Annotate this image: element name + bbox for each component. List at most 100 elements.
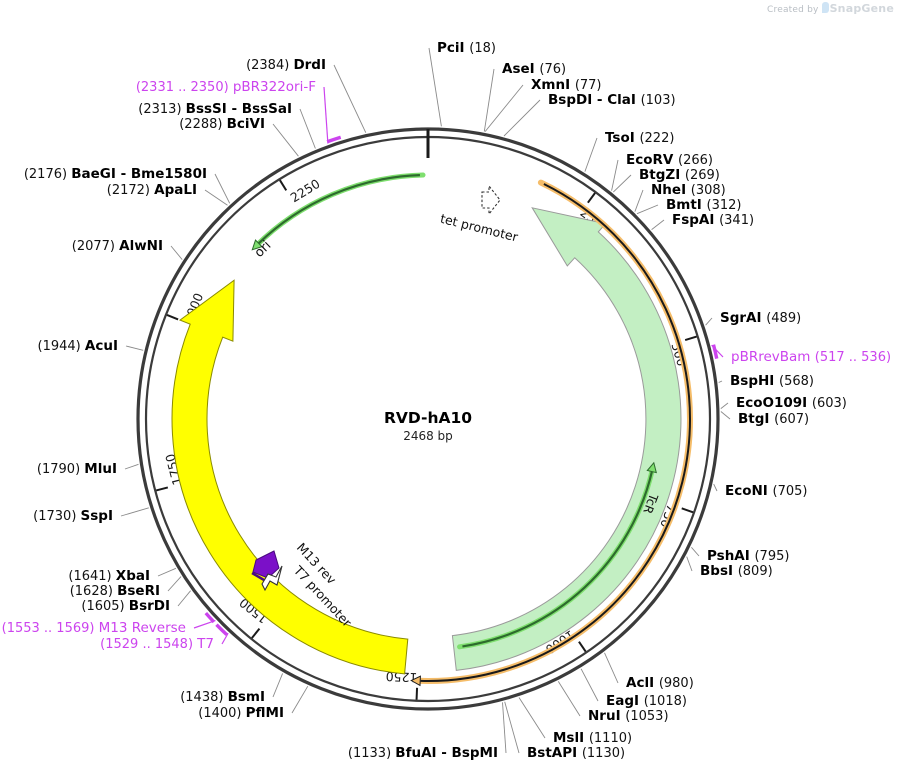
- leader-line: [612, 174, 632, 193]
- leader-line: [713, 483, 718, 492]
- label-text: (2331 .. 2350) pBR322ori-F: [136, 79, 316, 95]
- label-text: AclI (980): [626, 675, 694, 691]
- leader-line: [323, 86, 329, 144]
- leader-line: [428, 47, 442, 127]
- label-text: EagI (1018): [606, 693, 687, 709]
- primer-label[interactable]: pBRrevBam (517 .. 536): [731, 349, 891, 365]
- primer-label[interactable]: (2331 .. 2350) pBR322ori-F: [136, 79, 316, 95]
- feature-tet-promoter[interactable]: tet promoter: [439, 184, 521, 245]
- restriction-site-label[interactable]: SgrAI (489): [720, 310, 801, 326]
- feature-label-tet-promoter: tet promoter: [439, 211, 521, 245]
- restriction-site-label[interactable]: BtgI (607): [738, 411, 809, 427]
- primer-marker[interactable]: [204, 611, 216, 624]
- restriction-site-label[interactable]: EcoO109I (603): [736, 395, 847, 411]
- restriction-site-label[interactable]: EcoRV (266): [626, 152, 713, 168]
- snapgene-watermark: Created by SnapGene: [767, 2, 894, 15]
- restriction-site-label[interactable]: XmnI (77): [531, 77, 602, 93]
- label-text: (2077) AlwNI: [72, 238, 163, 254]
- restriction-site-label[interactable]: (1641) XbaI: [68, 568, 150, 584]
- feature-m13-rev[interactable]: [251, 550, 280, 582]
- restriction-site-label[interactable]: (2313) BssSI - BssSaI: [138, 101, 292, 117]
- restriction-site-label[interactable]: (2384) DrdI: [246, 57, 326, 73]
- label-text: (1438) BsmI: [180, 689, 265, 705]
- restriction-site-label[interactable]: (1628) BseRI: [70, 583, 160, 599]
- restriction-site-label[interactable]: (1438) BsmI: [180, 689, 265, 705]
- restriction-site-label[interactable]: (2176) BaeGI - Bme1580I: [24, 166, 207, 182]
- leader-line-layer: [120, 47, 731, 754]
- leader-line: [584, 137, 598, 172]
- leader-line: [167, 576, 182, 592]
- restriction-site-label[interactable]: BbsI (809): [700, 563, 773, 579]
- restriction-site-label[interactable]: (1944) AcuI: [38, 338, 118, 354]
- restriction-site-label[interactable]: PshAI (795): [707, 548, 789, 564]
- restriction-site-label[interactable]: EagI (1018): [606, 693, 687, 709]
- leader-line: [333, 64, 367, 133]
- restriction-site-label[interactable]: (1730) SspI: [33, 508, 113, 524]
- label-text: (1628) BseRI: [70, 583, 160, 599]
- leader-line: [611, 159, 619, 191]
- label-text: SgrAI (489): [720, 310, 801, 326]
- snapgene-leaf-icon: [821, 2, 829, 13]
- restriction-site-label[interactable]: FspAI (341): [672, 212, 754, 228]
- leader-line: [124, 463, 139, 470]
- leader-line: [686, 556, 693, 572]
- t7-promoter-arrow-icon: [261, 565, 283, 592]
- restriction-site-label[interactable]: TsoI (222): [605, 130, 674, 146]
- m13-rev-arrow-icon: [252, 550, 280, 579]
- restriction-site-label[interactable]: AseI (76): [502, 61, 566, 77]
- leader-line: [720, 402, 729, 409]
- label-text: pBRrevBam (517 .. 536): [731, 349, 891, 365]
- label-text: FspAI (341): [672, 212, 754, 228]
- label-text: (2176) BaeGI - Bme1580I: [24, 166, 207, 182]
- watermark-brand: SnapGene: [829, 2, 894, 15]
- label-text: (1605) BsrDI: [81, 598, 170, 614]
- leader-line: [170, 245, 183, 260]
- label-text: (2172) ApaLI: [107, 182, 197, 198]
- leader-line: [711, 344, 724, 358]
- restriction-site-label[interactable]: (1605) BsrDI: [81, 598, 170, 614]
- label-text: AseI (76): [502, 61, 566, 77]
- restriction-site-label[interactable]: AclI (980): [626, 675, 694, 691]
- primer-label[interactable]: (1553 .. 1569) M13 Reverse: [2, 620, 186, 636]
- restriction-site-label[interactable]: EcoNI (705): [725, 483, 808, 499]
- restriction-site-label[interactable]: (2172) ApaLI: [107, 182, 197, 198]
- leader-line: [177, 590, 191, 607]
- watermark-prefix: Created by: [767, 5, 819, 15]
- label-text: EcoNI (705): [725, 483, 808, 499]
- restriction-site-label[interactable]: (2288) BciVI: [179, 116, 265, 132]
- restriction-site-label[interactable]: (1400) PflMI: [198, 705, 284, 721]
- restriction-site-label[interactable]: (1790) MluI: [37, 461, 117, 477]
- restriction-site-label[interactable]: BmtI (312): [666, 197, 742, 213]
- primer-marker[interactable]: [711, 344, 719, 359]
- leader-line: [503, 99, 541, 137]
- leader-line: [214, 173, 231, 204]
- restriction-site-label[interactable]: (2077) AlwNI: [72, 238, 163, 254]
- leader-line: [272, 123, 299, 157]
- restriction-site-label[interactable]: NruI (1053): [588, 708, 669, 724]
- label-text: (1790) MluI: [37, 461, 117, 477]
- leader-line: [502, 702, 507, 754]
- site-label-layer: (2384) DrdI (2331 .. 2350) pBR322ori-F (23…: [2, 40, 891, 761]
- leader-line: [291, 685, 309, 714]
- leader-line: [720, 411, 731, 420]
- primer-label[interactable]: (1529 .. 1548) T7: [100, 636, 214, 652]
- restriction-site-label[interactable]: NheI (308): [651, 182, 726, 198]
- feature-orange-arc: [410, 179, 693, 687]
- label-text: PciI (18): [437, 40, 496, 56]
- label-text: XmnI (77): [531, 77, 602, 93]
- restriction-site-label[interactable]: MslI (1110): [553, 730, 632, 746]
- primer-marker[interactable]: [326, 135, 342, 144]
- restriction-site-label[interactable]: PciI (18): [437, 40, 496, 56]
- restriction-site-label[interactable]: BspHI (568): [730, 373, 814, 389]
- label-text: BtgZI (269): [639, 167, 720, 183]
- restriction-site-label[interactable]: BspDI - ClaI (103): [548, 92, 676, 108]
- label-text: BbsI (809): [700, 563, 773, 579]
- leader-line: [272, 673, 284, 698]
- feature-t7-promoter[interactable]: [261, 565, 283, 592]
- restriction-site-label[interactable]: (1133) BfuAI - BspMI: [348, 745, 498, 761]
- label-text: (1944) AcuI: [38, 338, 118, 354]
- restriction-site-label[interactable]: BstAPI (1130): [527, 745, 625, 761]
- restriction-site-label[interactable]: BtgZI (269): [639, 167, 720, 183]
- label-text: (2384) DrdI: [246, 57, 326, 73]
- leader-line: [651, 219, 665, 230]
